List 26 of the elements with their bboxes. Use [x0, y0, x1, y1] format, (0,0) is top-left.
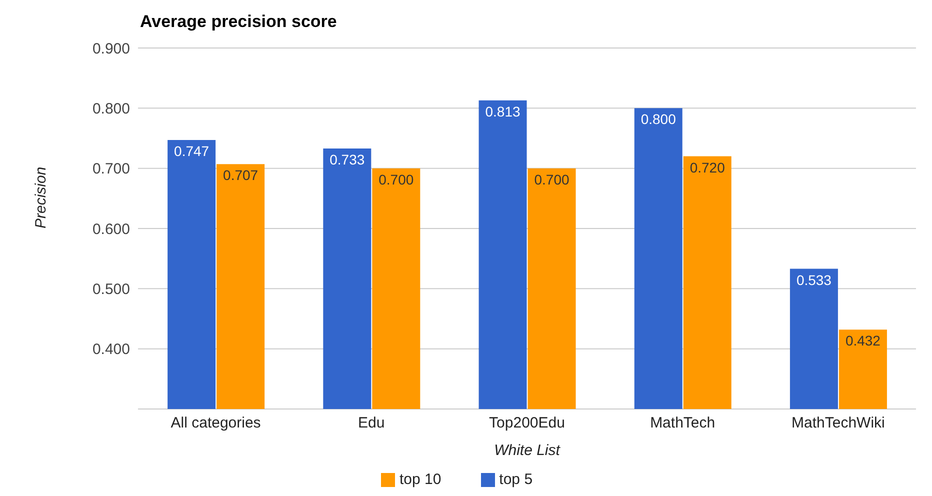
x-tick-label: All categories: [170, 414, 261, 432]
x-tick-label: MathTech: [650, 414, 716, 432]
data-label: 0.720: [690, 159, 726, 176]
x-tick-label: Edu: [358, 414, 385, 432]
legend-label: top 10: [399, 471, 442, 488]
y-tick-label: 0.700: [92, 160, 130, 178]
data-label: 0.800: [640, 111, 676, 128]
data-label: 0.533: [796, 272, 832, 288]
x-axis-title: White List: [494, 442, 561, 459]
data-label: 0.707: [223, 167, 258, 184]
x-tick-label: MathTechWiki: [792, 414, 885, 432]
data-label: 0.432: [845, 332, 881, 349]
y-tick-label: 0.500: [92, 280, 130, 298]
data-label: 0.733: [330, 151, 365, 168]
y-tick-label: 0.400: [92, 341, 130, 358]
data-label: 0.700: [378, 171, 414, 188]
y-tick-label: 0.900: [92, 40, 130, 58]
y-tick-label: 0.800: [92, 100, 130, 118]
legend-label: top 5: [499, 471, 533, 488]
x-tick-label: Top200Edu: [489, 414, 565, 432]
y-tick-label: 0.600: [92, 220, 130, 238]
y-axis-title: Precision: [32, 166, 50, 228]
data-label: 0.700: [534, 171, 570, 188]
data-label: 0.747: [174, 143, 210, 160]
chart-title: Average precision score: [140, 12, 337, 32]
data-label: 0.813: [485, 103, 520, 120]
